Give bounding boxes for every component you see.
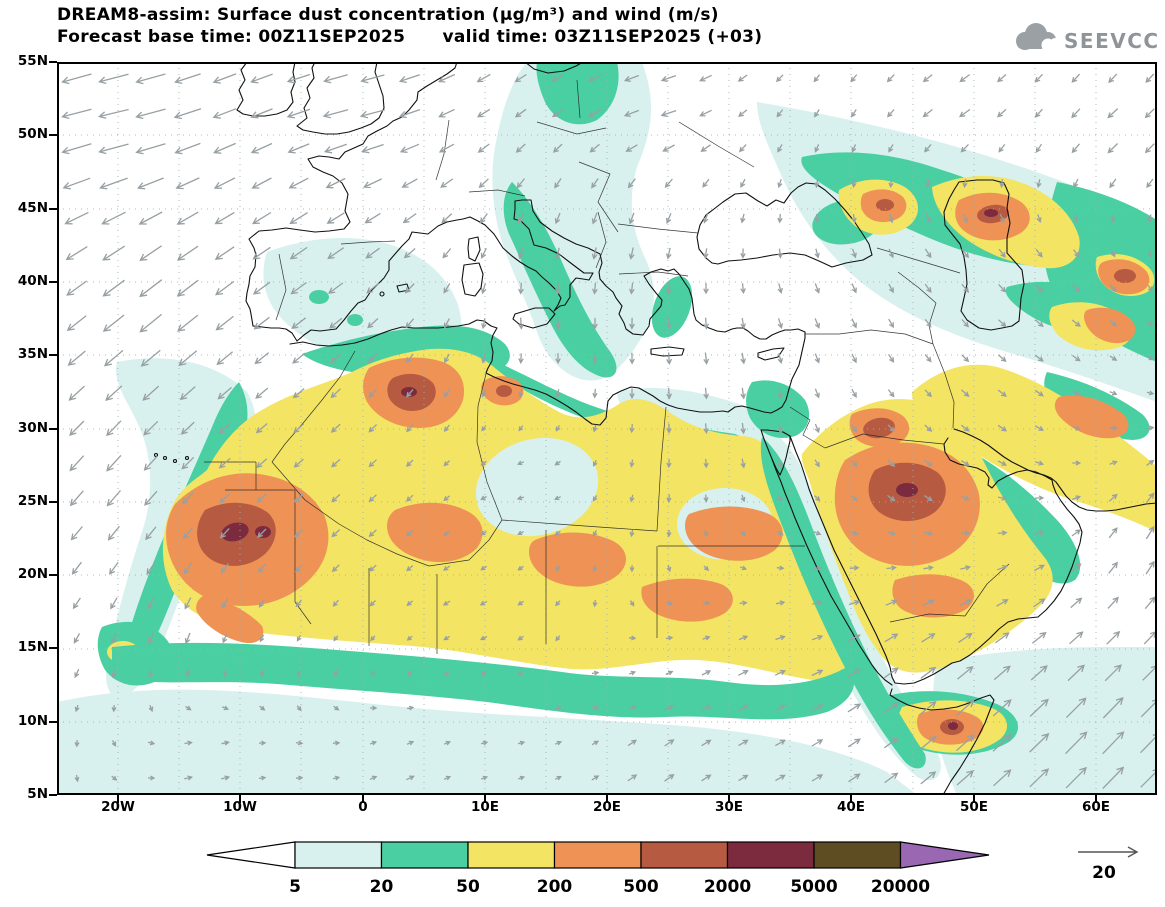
axis-tick [49,354,57,356]
legend-cell [728,842,815,868]
legend-value: 5 [289,877,301,897]
lat-axis-label: 15N [0,640,48,656]
axis-tick [239,795,241,803]
map-graphic [948,722,958,730]
map-canvas [57,62,1157,795]
legend-value: 50 [456,877,480,897]
map-graphic [1042,45,1060,50]
axis-tick [49,134,57,136]
axis-tick [49,647,57,649]
page-title: DREAM8-assim: Surface dust concentration… [57,5,719,25]
axis-tick [973,795,975,803]
legend-cell [814,842,901,868]
wind-scale-label: 20 [1092,863,1116,883]
axis-tick [49,574,57,576]
legend-cell [382,842,469,868]
lat-axis-label: 5N [0,786,48,802]
axis-tick [850,795,852,803]
legend-cell [641,842,728,868]
legend-cell [468,842,555,868]
lat-axis-label: 35N [0,346,48,362]
lat-axis-label: 30N [0,420,48,436]
lat-axis-label: 10N [0,713,48,729]
map-graphic [896,483,918,497]
axis-tick [362,795,364,803]
map-graphic [1114,269,1136,283]
map-graphic [347,314,363,326]
legend-cell [295,842,382,868]
lat-axis-label: 55N [0,53,48,69]
legend-value: 500 [623,877,659,897]
legend-arrow-high [901,842,990,868]
forecast-time-subtitle: Forecast base time: 00Z11SEP2025 valid t… [57,27,762,47]
legend-arrow-low [207,842,295,868]
legend-value: 20000 [871,877,930,897]
lat-axis-label: 25N [0,493,48,509]
logo-text: SEEVCCC [1064,29,1160,53]
seevccc-logo: SEEVCCC [1008,18,1160,58]
legend-value: 200 [537,877,573,897]
axis-tick [49,61,57,63]
legend-value: 20 [370,877,394,897]
axis-tick [49,208,57,210]
axis-tick [49,501,57,503]
lat-axis-label: 45N [0,200,48,216]
axis-tick [49,794,57,796]
cloud-icon [1016,23,1060,52]
legend-value: 2000 [704,877,751,897]
axis-tick [484,795,486,803]
legend-value: 5000 [790,877,837,897]
map-graphic [57,62,1157,795]
axis-tick [49,721,57,723]
map-graphic [496,385,512,397]
axis-tick [728,795,730,803]
wind-scale-arrow-icon [1078,847,1137,857]
dust-forecast-page: DREAM8-assim: Surface dust concentration… [0,0,1165,907]
map-graphic [984,209,998,217]
dust-scale-legend: 5 20 50 200 500 2000 5000 20000 20 [0,836,1165,906]
lat-axis-label: 40N [0,273,48,289]
axis-tick [117,795,119,803]
lat-axis-label: 20N [0,566,48,582]
axis-tick [1095,795,1097,803]
axis-tick [49,428,57,430]
map-graphic [309,290,329,304]
legend-cell [555,842,642,868]
axis-tick [606,795,608,803]
axis-tick [49,281,57,283]
lat-axis-label: 50N [0,126,48,142]
